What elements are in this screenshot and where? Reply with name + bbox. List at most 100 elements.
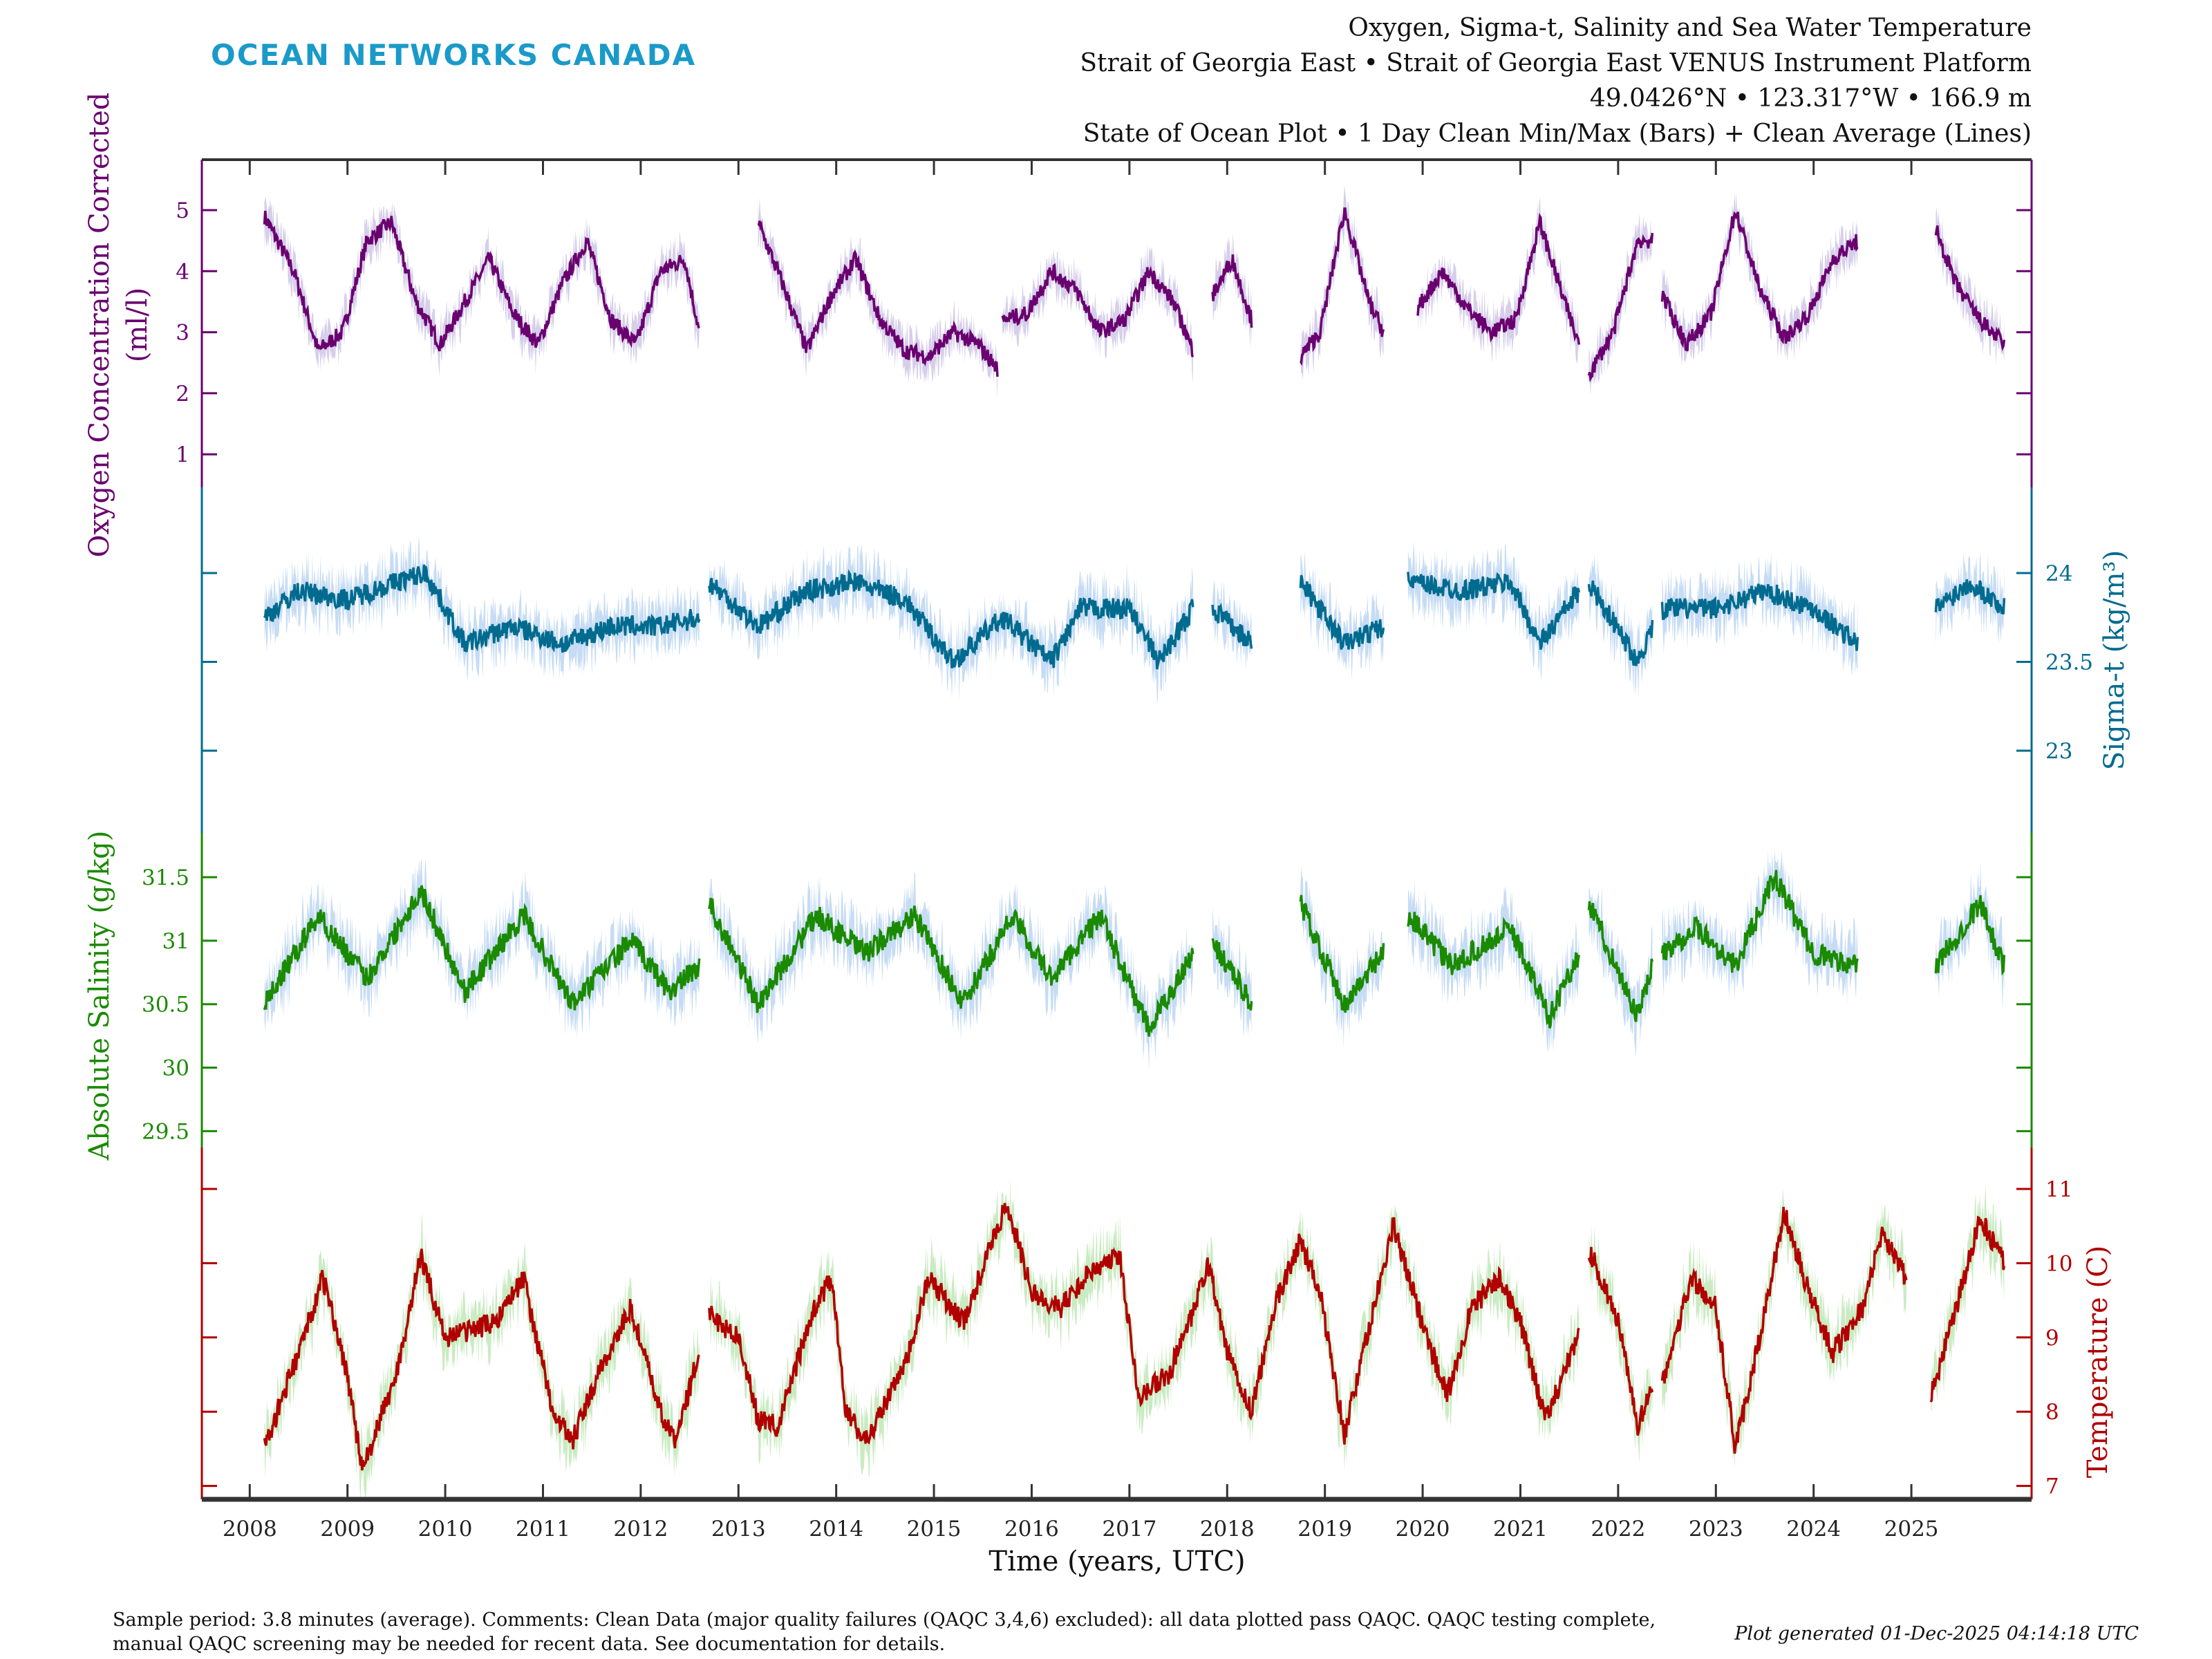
sigma-t-minmax-band [709,543,1193,704]
salinity-tick-label: 29.5 [142,1119,189,1144]
x-tick-label: 2024 [1786,1517,1841,1541]
oxygen-average-line [1211,254,1253,328]
sigma-t-average-line [263,564,701,653]
salinity-minmax-band [264,857,700,1040]
salinity-tick-label: 31.5 [142,865,189,890]
y-axis-labels: Oxygen Concentration Corrected (ml/l) Sigm… [84,93,2130,1479]
title-line-2: Strait of Georgia East • Strait of Georg… [1080,49,2032,77]
x-tick-label: 2010 [418,1517,473,1541]
salinity-axis-label: Absolute Salinity (g/kg) [84,830,115,1161]
title-line-1: Oxygen, Sigma-t, Salinity and Sea Water … [1348,14,2032,42]
temperature-average-line [1929,1215,2006,1403]
x-axis-label: Time (years, UTC) [988,1546,1245,1577]
temperature-minmax-band [1931,1184,2005,1411]
salinity-tick-label: 31 [162,929,189,954]
temperature-average-line [1587,1246,1654,1436]
plot-generated-timestamp: Plot generated 01-Dec-2025 04:14:18 UTC [1734,1623,2139,1644]
sigma-t-tick-label: 24 [2045,561,2072,586]
minmax-bands [264,185,2005,1503]
oxygen-tick-label: 3 [176,321,189,346]
oxygen-minmax-band [1418,196,1580,364]
salinity-average-line [1660,870,1859,974]
salinity-average-line [1299,894,1385,1013]
sigma-t-minmax-band [264,536,700,682]
oxygen-tick-label: 1 [176,442,189,467]
sigma-t-minmax-band [1407,541,1580,679]
sigma-t-minmax-band [1662,553,1858,676]
sigma-t-average-line [708,569,1194,670]
oxygen-average-line [1416,213,1581,345]
x-tick-label: 2012 [613,1517,668,1541]
salinity-average-line [708,897,1194,1037]
footer-comment-line-2: manual QAQC screening may be needed for … [113,1633,945,1655]
temperature-average-line [263,1248,701,1471]
oxygen-average-line [1934,225,2006,351]
x-tick-label: 2023 [1689,1517,1743,1541]
temperature-average-line [708,1203,1580,1445]
sigma-t-average-line [1660,583,1859,651]
oxygen-minmax-band [758,198,997,403]
sigma-t-tick-label: 23.5 [2045,650,2093,675]
salinity-tick-label: 30 [162,1056,189,1081]
x-tick-label: 2018 [1200,1517,1255,1541]
average-lines [263,207,2006,1471]
oxygen-average-line [263,210,701,352]
x-tick-label: 2025 [1884,1517,1939,1541]
sigma-t-minmax-band [1300,551,1384,681]
salinity-average-line [1934,894,2006,976]
temperature-minmax-band [1588,1223,1653,1464]
oxygen-minmax-band [264,197,700,377]
title-line-3: 49.0426°N • 123.317°W • 166.9 m [1590,84,2032,113]
x-tick-label: 2021 [1493,1517,1548,1541]
sigma-t-tick-label: 23 [2045,739,2072,764]
oxygen-tick-label: 5 [176,198,189,223]
x-tick-label: 2022 [1591,1517,1645,1541]
oxygen-average-line [1299,207,1385,366]
oxygen-axis-label: (ml/l) [122,288,153,362]
temperature-average-line [1660,1206,1908,1454]
x-tick-label: 2011 [516,1517,570,1541]
salinity-average-line [1407,912,1581,1029]
temperature-minmax-band [264,1212,700,1503]
sigma-t-average-line [1934,579,2006,615]
x-tick-label: 2019 [1297,1517,1352,1541]
temperature-tick-label: 7 [2045,1474,2059,1499]
sigma-t-average-line [1211,602,1253,649]
oxygen-average-line [1001,263,1194,358]
sigma-t-average-line [1407,572,1581,650]
onc-logo: OCEAN NETWORKS CANADA [211,38,696,72]
oxygen-minmax-band [1002,242,1193,383]
temperature-minmax-band [1662,1188,1906,1468]
salinity-minmax-band [1300,866,1384,1049]
x-tick-label: 2017 [1102,1517,1156,1541]
x-tick-label: 2013 [711,1517,766,1541]
salinity-average-line [1587,901,1654,1022]
oxygen-average-line [1660,211,1859,352]
sigma-t-average-line [1299,574,1385,650]
salinity-minmax-band [1407,880,1580,1053]
salinity-minmax-band [1588,885,1653,1058]
temperature-tick-label: 10 [2045,1251,2072,1276]
oxygen-tick-label: 4 [176,259,189,284]
temperature-minmax-band [709,1179,1580,1477]
temperature-tick-label: 11 [2045,1177,2072,1202]
oxygen-minmax-band [1936,207,2005,365]
oxygen-average-line [757,221,999,377]
x-tick-label: 2015 [907,1517,962,1541]
x-tick-label: 2014 [809,1517,863,1541]
x-tick-label: 2008 [223,1517,277,1541]
oxygen-tick-label: 2 [176,382,189,406]
title-line-4: State of Ocean Plot • 1 Day Clean Min/Ma… [1083,120,2032,148]
axes: 123452323.52429.53030.53131.578910112008… [142,158,2093,1541]
sigma-t-average-line [1587,580,1654,666]
temperature-axis-label: Temperature (C) [2082,1246,2114,1479]
x-tick-label: 2016 [1004,1517,1059,1541]
x-tick-label: 2020 [1396,1517,1450,1541]
chart-title: Oxygen, Sigma-t, Salinity and Sea Water … [1080,14,2032,148]
salinity-average-line [263,885,701,1011]
salinity-minmax-band [1662,850,1858,1005]
footer-comment-line-1: Sample period: 3.8 minutes (average). Co… [113,1609,1656,1631]
salinity-average-line [1211,938,1253,1011]
oxygen-minmax-band [1212,232,1252,348]
salinity-tick-label: 30.5 [142,993,189,1018]
